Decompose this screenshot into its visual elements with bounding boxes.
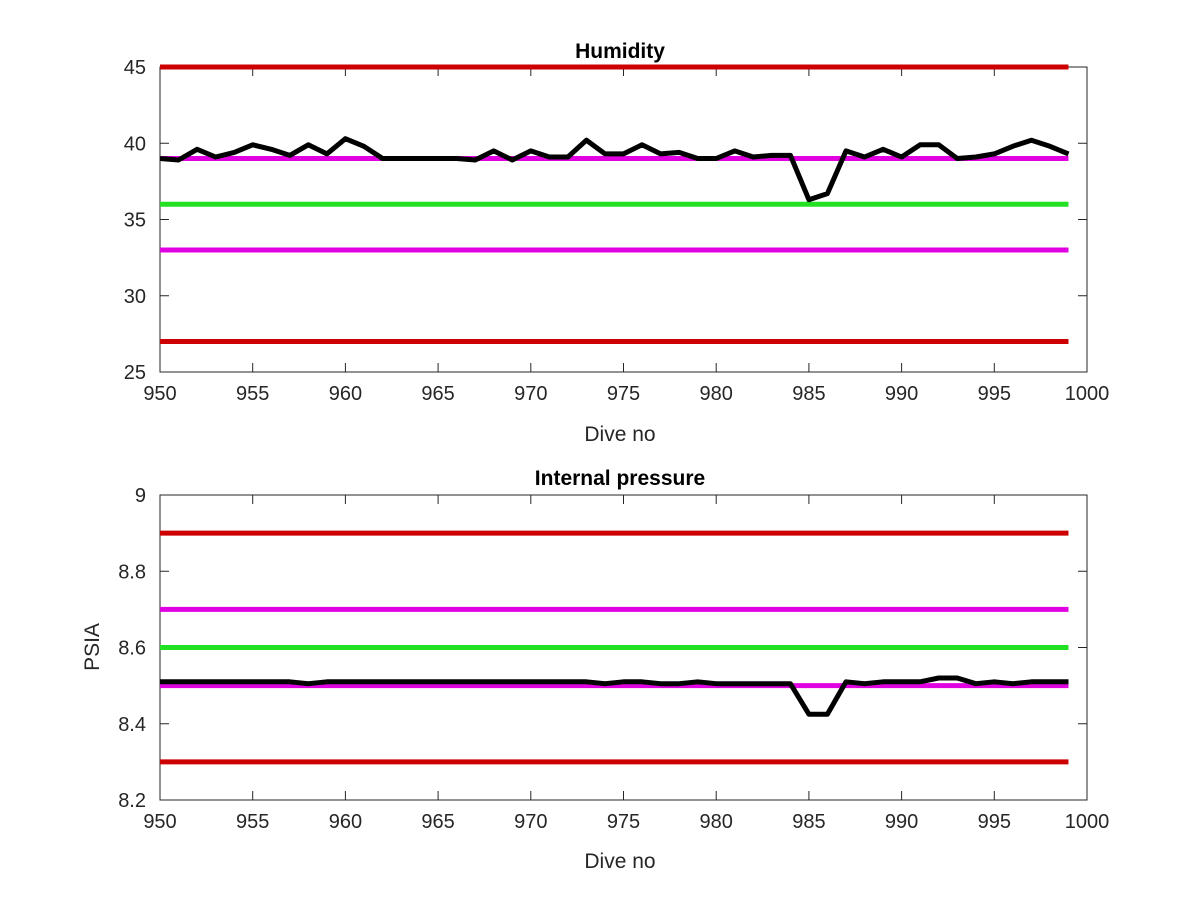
y-tick-label: 8.4: [118, 714, 146, 736]
x-tick-label: 955: [236, 811, 269, 833]
y-axis-label: PSIA: [81, 623, 104, 671]
plot-layer: 950 955 960 965 970 975 980 985 990 995 1000 25 30 35…: [124, 57, 1110, 405]
y-tick-label: 45: [124, 57, 146, 79]
x-tick-label: 950: [143, 811, 176, 833]
x-tick-label: 950: [143, 383, 176, 405]
chart-title: Humidity: [575, 40, 665, 63]
chart-title: Internal pressure: [535, 467, 705, 490]
x-tick-label: 990: [885, 811, 918, 833]
y-tick-label: 8.2: [118, 790, 146, 812]
y-tick-label: 25: [124, 362, 146, 384]
x-tick-label: 970: [514, 811, 547, 833]
x-tick-label: 995: [978, 811, 1011, 833]
x-tick-label: 955: [236, 383, 269, 405]
x-tick-label: 980: [700, 811, 733, 833]
panel-humidity: Humidity 950 955 960 965 970 975 980 985 990 995 1…: [124, 40, 1110, 446]
x-tick-label: 975: [607, 383, 640, 405]
x-tick-label: 965: [421, 811, 454, 833]
panel-internal-pressure: Internal pressure 950 955 960 965 970 975 980 9…: [81, 467, 1109, 873]
y-tick-label: 8.6: [118, 638, 146, 660]
data-series-line: [160, 675, 1069, 717]
x-tick-label: 960: [329, 811, 362, 833]
y-tick-label: 8.8: [118, 561, 146, 583]
data-series-line: [159, 136, 1070, 203]
x-tick-label: 960: [329, 383, 362, 405]
y-tick-label: 30: [124, 286, 146, 308]
x-tick-label: 980: [700, 383, 733, 405]
y-tick-label: 9: [135, 485, 146, 507]
plot-area: [159, 66, 1088, 373]
plot-layer: 950 955 960 965 970 975 980 985 990 995 1000 8.2 8.4…: [118, 485, 1109, 833]
x-tick-label: 1000: [1065, 383, 1110, 405]
y-tick-label: 35: [124, 210, 146, 232]
y-tick-label: 40: [124, 133, 146, 155]
x-axis-label: Dive no: [584, 423, 655, 446]
x-tick-label: 990: [885, 383, 918, 405]
x-tick-label: 995: [978, 383, 1011, 405]
x-tick-label: 985: [792, 383, 825, 405]
x-tick-label: 965: [421, 383, 454, 405]
x-tick-label: 975: [607, 811, 640, 833]
x-axis-label: Dive no: [584, 850, 655, 873]
x-tick-label: 985: [792, 811, 825, 833]
x-tick-label: 970: [514, 383, 547, 405]
x-tick-label: 1000: [1065, 811, 1110, 833]
